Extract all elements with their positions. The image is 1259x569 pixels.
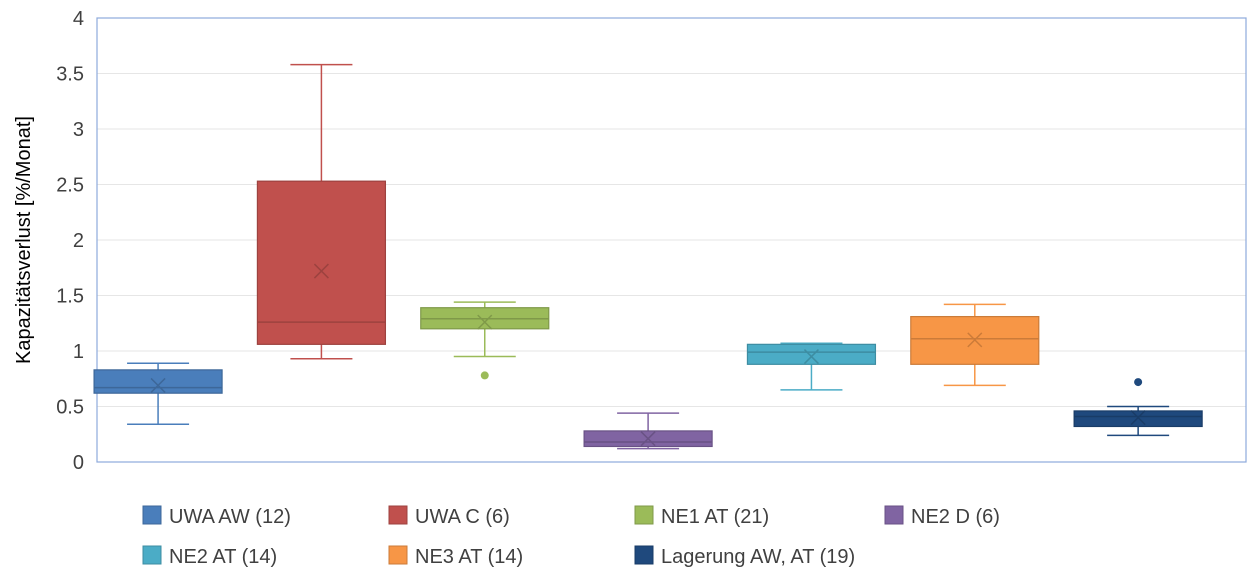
legend-label: UWA AW (12) [169,506,291,528]
box-series-group [1073,378,1203,437]
box-iqr [256,180,387,345]
y-axis-title: Kapazitätsverlust [%/Monat] [13,116,35,364]
legend-item: Lagerung AW, AT (19) [634,545,855,568]
box-series-group [93,362,223,426]
legend-swatch [634,505,654,525]
y-tick-label: 1 [73,341,84,363]
y-tick-label: 2.5 [56,175,84,197]
box-iqr [746,343,877,365]
legend-label: Lagerung AW, AT (19) [661,546,855,568]
legend-item: NE2 AT (14) [142,545,277,568]
outlier-point [480,371,489,380]
legend-label: UWA C (6) [415,506,510,528]
y-tick-label: 2 [73,230,84,252]
y-tick-label: 0.5 [56,397,84,419]
legend-item: NE1 AT (21) [634,505,769,528]
legend-swatch [142,505,162,525]
mean-marker [967,332,983,348]
y-tick-label: 4 [73,8,84,30]
plot-area-border [96,17,1247,463]
mean-marker [150,377,166,393]
mean-marker [477,314,493,330]
box-series-group [420,301,550,380]
legend-label: NE1 AT (21) [661,506,769,528]
box-series-group [583,412,713,450]
y-axis-ticks: 0 0.5 1 1.5 2 2.5 3 3.5 4 [56,8,84,474]
box-iqr [1073,410,1203,428]
legend-label: NE2 AT (14) [169,546,277,568]
mean-marker [313,263,329,279]
legend-swatch [142,545,162,565]
box-series-group [256,63,387,360]
legend-swatch [634,545,654,565]
y-tick-label: 0 [73,452,84,474]
y-tick-label: 1.5 [56,286,84,308]
legend-item: NE2 D (6) [884,505,1000,528]
outlier-point [1134,378,1143,387]
legend: UWA AW (12) UWA C (6) NE1 AT (21) NE2 D (6)… [142,505,1000,568]
legend-label: NE2 D (6) [911,506,1000,528]
legend-label: NE3 AT (14) [415,546,523,568]
box-iqr [93,369,223,394]
mean-marker [803,349,819,365]
legend-swatch [388,505,408,525]
y-tick-label: 3 [73,119,84,141]
mean-marker [1130,410,1146,426]
legend-swatch [884,505,904,525]
box-series [93,63,1203,450]
y-tick-label: 3.5 [56,64,84,86]
legend-item: UWA C (6) [388,505,510,528]
legend-swatch [388,545,408,565]
box-series-group [746,342,877,391]
box-series-group [910,303,1040,387]
legend-item: UWA AW (12) [142,505,291,528]
legend-item: NE3 AT (14) [388,545,523,568]
mean-marker [640,431,656,447]
